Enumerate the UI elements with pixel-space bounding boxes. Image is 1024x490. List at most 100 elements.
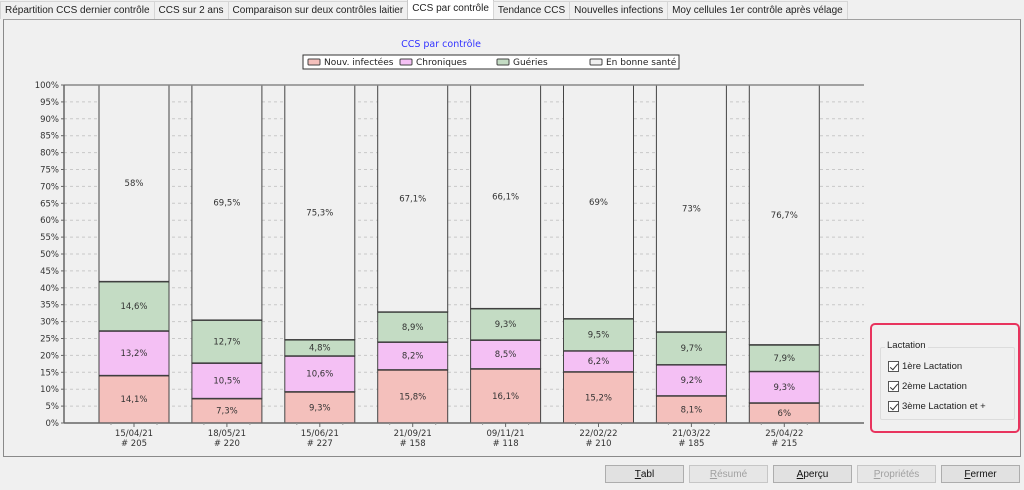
data-label: 4,8%	[309, 344, 331, 354]
bar-segment	[284, 355, 356, 393]
fermer-label: ermer	[970, 468, 997, 480]
checkbox-checked-icon[interactable]	[888, 361, 899, 372]
data-label: 7,9%	[773, 354, 795, 364]
y-tick-label: 40%	[40, 284, 59, 294]
x-tick-label: 15/06/21	[301, 429, 339, 439]
bar-segment	[191, 397, 263, 424]
y-tick-label: 25%	[40, 335, 59, 345]
legend-swatch	[307, 58, 321, 66]
data-label: 9,3%	[773, 383, 795, 393]
bar-segment	[655, 84, 727, 333]
bar-stack: 8,1% 9,2% 9,7% 73%	[655, 84, 727, 424]
data-label: 6%	[778, 409, 792, 419]
y-tick-label: 55%	[40, 233, 59, 243]
bars-group: 14,1% 13,2% 14,6% 58% 7,3% 10,5% 12,7% 69,5% 9,3…	[98, 84, 820, 424]
x-count-label: # 118	[493, 439, 519, 449]
data-label: 73%	[682, 204, 701, 214]
data-label: 76,7%	[771, 211, 798, 221]
lactation-1-checkbox[interactable]: 1ère Lactation	[888, 361, 962, 372]
lactation-3-checkbox[interactable]: 3ème Lactation et +	[888, 401, 986, 412]
lactation-highlight-frame	[870, 323, 1020, 433]
x-count-label: # 205	[121, 439, 147, 449]
x-count-label: # 185	[678, 439, 704, 449]
fermer-mnemonic: F	[964, 468, 971, 480]
tab-moy-cellules[interactable]: Moy cellules 1er contrôle après vélage	[667, 1, 848, 19]
x-tick-label: 18/05/21	[208, 429, 246, 439]
bar-segment	[748, 84, 820, 346]
y-tick-label: 90%	[40, 115, 59, 125]
bar-segment	[377, 341, 449, 371]
bar-segment	[377, 84, 449, 313]
y-tick-label: 5%	[46, 402, 60, 412]
data-label: 8,2%	[402, 352, 424, 362]
chart-legend: Nouv. infectées Chroniques Guéries En bonne…	[302, 54, 680, 70]
lactation-2-label: 2ème Lactation	[902, 381, 967, 392]
data-label: 13,2%	[120, 349, 147, 359]
y-tick-label: 35%	[40, 301, 59, 311]
y-tick-label: 45%	[40, 267, 59, 277]
x-tick-label: 15/04/21	[115, 429, 153, 439]
bar-segment	[284, 84, 356, 341]
bar-segment	[191, 319, 263, 364]
x-count-label: # 215	[771, 439, 797, 449]
data-label: 9,7%	[681, 344, 703, 354]
bar-segment	[98, 84, 170, 282]
tabl-label: abl	[640, 468, 655, 480]
data-label: 15,8%	[399, 392, 426, 402]
y-tick-label: 0%	[46, 419, 60, 429]
tabl-mnemonic: T	[634, 468, 641, 480]
bar-segment	[748, 370, 820, 404]
data-label: 10,5%	[213, 377, 240, 387]
lactation-2-checkbox[interactable]: 2ème Lactation	[888, 381, 967, 392]
x-count-label: # 227	[307, 439, 333, 449]
data-label: 9,5%	[588, 331, 610, 341]
bar-segment	[377, 369, 449, 424]
y-tick-label: 50%	[40, 250, 59, 260]
bar-segment	[191, 362, 263, 399]
y-tick-label: 60%	[40, 216, 59, 226]
bar-segment	[563, 84, 634, 320]
data-label: 69,5%	[213, 198, 240, 208]
checkbox-checked-icon[interactable]	[888, 401, 899, 412]
x-tick-label: 21/03/22	[672, 429, 710, 439]
bar-stack: 15,8% 8,2% 8,9% 67,1%	[377, 84, 449, 424]
y-tick-label: 75%	[40, 166, 59, 176]
data-label: 9,3%	[495, 320, 517, 330]
bar-stack: 9,3% 10,6% 4,8% 75,3%	[284, 84, 356, 424]
y-tick-label: 95%	[40, 98, 59, 108]
proprietes-mnemonic: P	[873, 468, 881, 480]
data-label: 8,9%	[402, 323, 424, 333]
y-tick-label: 100%	[35, 81, 59, 91]
data-label: 6,2%	[588, 357, 610, 367]
legend-box	[302, 54, 680, 70]
data-label: 9,2%	[681, 376, 703, 386]
data-label: 58%	[125, 179, 144, 189]
data-label: 75,3%	[306, 208, 333, 218]
data-label: 10,6%	[306, 370, 333, 380]
stacked-bar-chart: CCS par contrôle Nouv. infectées Chroniqu…	[35, 39, 864, 449]
data-label: 16,1%	[492, 392, 519, 402]
bar-stack: 6% 9,3% 7,9% 76,7%	[748, 84, 820, 424]
x-count-label: # 210	[585, 439, 611, 449]
resume-mnemonic: R	[709, 468, 718, 480]
checkbox-checked-icon[interactable]	[888, 381, 899, 392]
bar-segment	[98, 330, 170, 376]
x-tick-label: 22/02/22	[579, 429, 617, 439]
x-tick-label: 09/11/21	[487, 429, 525, 439]
lactation-title: Lactation	[885, 340, 928, 351]
chart-title: CCS par contrôle	[401, 39, 481, 50]
grid-lines	[64, 101, 864, 407]
apercu-mnemonic: A	[796, 468, 804, 480]
data-label: 8,1%	[681, 405, 703, 415]
y-tick-label: 80%	[40, 149, 59, 159]
tab-bar: Répartition CCS dernier contrôle CCS sur…	[0, 0, 848, 19]
bar-stack: 7,3% 10,5% 12,7% 69,5%	[191, 84, 263, 424]
lactation-3-label: 3ème Lactation et +	[902, 401, 986, 412]
data-label: 9,3%	[309, 403, 331, 413]
data-label: 66,1%	[492, 193, 519, 203]
